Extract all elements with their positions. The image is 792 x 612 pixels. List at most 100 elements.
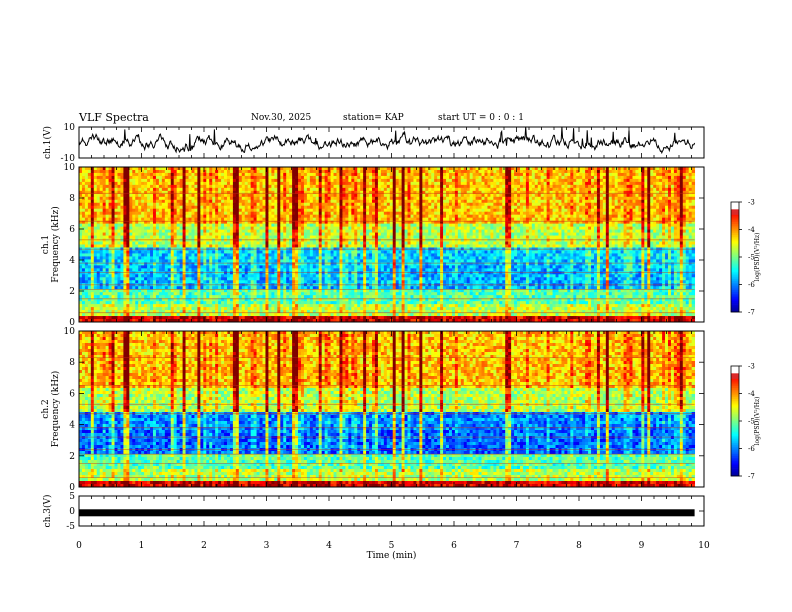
spectrogram-cell (401, 172, 405, 177)
spectrogram-cell (599, 187, 604, 192)
spectrogram-cell (135, 202, 139, 207)
spectrogram-cell (593, 175, 598, 180)
spectrogram-cell (188, 172, 192, 177)
spectrogram-cell (229, 196, 234, 201)
spectrogram-cell (386, 196, 391, 201)
spectrogram-cell (425, 172, 429, 177)
spectrogram-cell (472, 205, 476, 210)
spectrogram-cell (167, 169, 172, 174)
spectrogram-cell (582, 193, 586, 198)
spectrogram-cell (363, 226, 367, 230)
spectrogram-cell (197, 172, 201, 177)
spectrogram-cell (567, 229, 571, 233)
spectrogram-cell (158, 214, 163, 219)
spectrogram-cell (401, 193, 405, 198)
spectrogram-cell (176, 178, 181, 183)
spectrogram-cell (505, 175, 509, 180)
spectrogram-cell (596, 169, 601, 174)
spectrogram-cell (117, 184, 121, 189)
spectrogram-cell (626, 187, 630, 192)
spectrogram-cell (132, 181, 136, 186)
spectrogram-cell (129, 199, 133, 204)
spectrogram-cell (203, 196, 207, 201)
spectrogram-cell (573, 178, 577, 183)
spectrogram-cell (659, 184, 663, 189)
spectrogram-cell (632, 232, 636, 236)
spectrogram-cell (623, 235, 627, 239)
spectrogram-cell (129, 223, 133, 228)
spectrogram-cell (271, 187, 275, 192)
spectrogram-cell (564, 193, 568, 198)
spectrogram-cell (173, 196, 178, 201)
spectrogram-cell (330, 211, 334, 216)
spectrogram-cell (141, 208, 145, 213)
spectrogram-cell (478, 172, 482, 177)
spectrogram-cell (561, 178, 565, 183)
spectrogram-cell (665, 199, 669, 204)
spectrogram-cell (226, 169, 231, 174)
spectrogram-cell (366, 184, 370, 189)
spectrogram-cell (327, 193, 331, 198)
spectrogram-cell (588, 205, 592, 210)
spectrogram-cell (670, 199, 675, 204)
spectrogram-cell (395, 217, 400, 222)
spectrogram-cell (298, 172, 302, 177)
spectrogram-cell (662, 214, 666, 219)
spectrogram-cell (298, 169, 302, 174)
spectrogram-cell (564, 202, 568, 207)
spectrogram-cell (126, 187, 130, 192)
spectrogram-cell (647, 193, 651, 198)
spectrogram-cell (641, 223, 645, 228)
spectrogram-cell (262, 223, 266, 228)
spectrogram-cell (691, 187, 696, 192)
spectrogram-cell (644, 220, 648, 225)
spectrogram-cell (410, 196, 414, 201)
spectrogram-cell (593, 208, 598, 213)
spectrogram-cell (481, 190, 485, 195)
spectrogram-cell (585, 211, 589, 216)
spectrogram-cell (588, 184, 592, 189)
spectrogram-cell (93, 211, 98, 216)
spectrogram-cell (691, 178, 696, 183)
spectrogram-cell (558, 220, 562, 225)
spectrogram-cell (457, 175, 462, 180)
spectrogram-cell (161, 175, 166, 180)
spectrogram-cell (460, 175, 465, 180)
spectrogram-cell (333, 175, 337, 180)
spectrogram-cell (224, 208, 228, 213)
spectrogram-cell (117, 226, 121, 230)
spectrogram-cell (437, 169, 441, 174)
spectrogram-cell (617, 208, 622, 213)
spectrogram-cell (150, 229, 154, 233)
spectrogram-cell (138, 181, 142, 186)
spectrogram-cell (617, 229, 622, 233)
spectrogram-cell (327, 226, 331, 230)
spectrogram-cell (221, 223, 225, 228)
spectrogram-cell (138, 226, 142, 230)
spectrogram-cell (96, 184, 101, 189)
spectrogram-cell (431, 199, 435, 204)
spectrogram-cell (354, 208, 358, 213)
spectrogram-cell (611, 172, 616, 177)
spectrogram-cell (144, 193, 148, 198)
spectrogram-cell (665, 184, 669, 189)
spectrogram-cell (552, 226, 556, 230)
spectrogram-cell (306, 167, 311, 171)
spectrogram-cell (93, 217, 98, 222)
spectrogram-cell (81, 167, 86, 171)
spectrogram-cell (451, 235, 456, 239)
spectrogram-cell (440, 196, 444, 201)
spectrogram-cell (596, 178, 601, 183)
spectrogram-cell (614, 226, 619, 230)
spectrogram-cell (517, 217, 521, 222)
spectrogram-cell (123, 211, 127, 216)
spectrogram-cell (593, 187, 598, 192)
spectrogram-cell (440, 184, 444, 189)
spectrogram-cell (469, 223, 474, 228)
spectrogram-cell (591, 175, 595, 180)
spectrogram-cell (605, 202, 610, 207)
spectrogram-cell (206, 220, 210, 225)
spectrogram-cell (481, 193, 485, 198)
spectrogram-cell (564, 205, 568, 210)
spectrogram-cell (152, 232, 157, 236)
